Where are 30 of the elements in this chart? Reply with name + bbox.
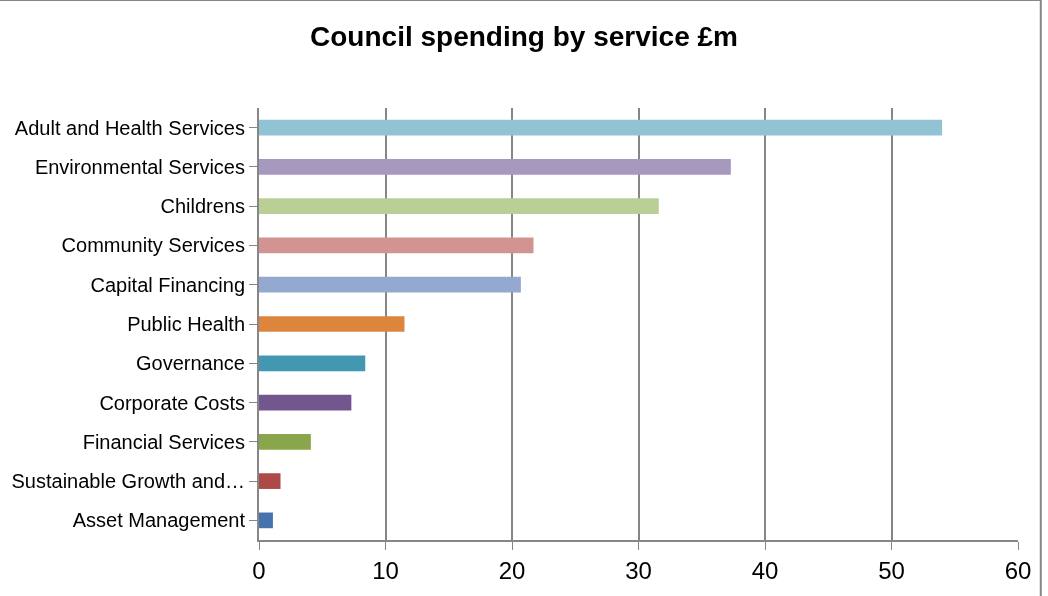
bar xyxy=(259,316,405,332)
y-tick-label: Childrens xyxy=(160,195,245,218)
y-tick-label: Adult and Health Services xyxy=(14,116,245,139)
x-tick-label: 60 xyxy=(1004,556,1032,584)
x-tick-label: 30 xyxy=(625,556,652,584)
bar xyxy=(259,355,366,372)
bar xyxy=(259,276,521,293)
bar xyxy=(259,198,659,215)
bar xyxy=(259,394,352,411)
chart-title: Council spending by service £m xyxy=(310,20,738,52)
y-tick-label: Asset Management xyxy=(72,509,246,532)
y-tick-label: Sustainable Growth and… xyxy=(11,470,245,493)
y-tick-label: Capital Financing xyxy=(90,273,245,296)
x-tick-label: 40 xyxy=(751,556,779,584)
bar xyxy=(259,473,281,489)
bar xyxy=(259,433,311,450)
x-tick-label: 0 xyxy=(252,556,266,584)
bar xyxy=(259,237,534,254)
y-tick-label: Financial Services xyxy=(82,430,245,453)
x-tick-label: 10 xyxy=(372,556,399,584)
y-tick-label: Community Services xyxy=(61,234,245,257)
bar xyxy=(259,119,943,136)
y-tick-label: Governance xyxy=(136,352,245,375)
bar xyxy=(259,512,273,529)
y-tick-label: Environmental Services xyxy=(34,155,245,178)
x-tick-label: 20 xyxy=(498,556,526,584)
y-tick-label: Corporate Costs xyxy=(99,391,245,414)
x-tick-label: 50 xyxy=(878,556,905,584)
y-tick-label: Public Health xyxy=(127,313,245,335)
bar xyxy=(259,159,731,175)
